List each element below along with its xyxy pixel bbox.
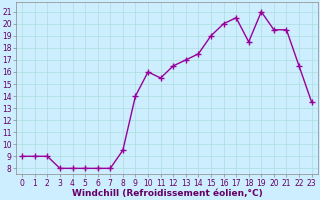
X-axis label: Windchill (Refroidissement éolien,°C): Windchill (Refroidissement éolien,°C): [72, 189, 262, 198]
